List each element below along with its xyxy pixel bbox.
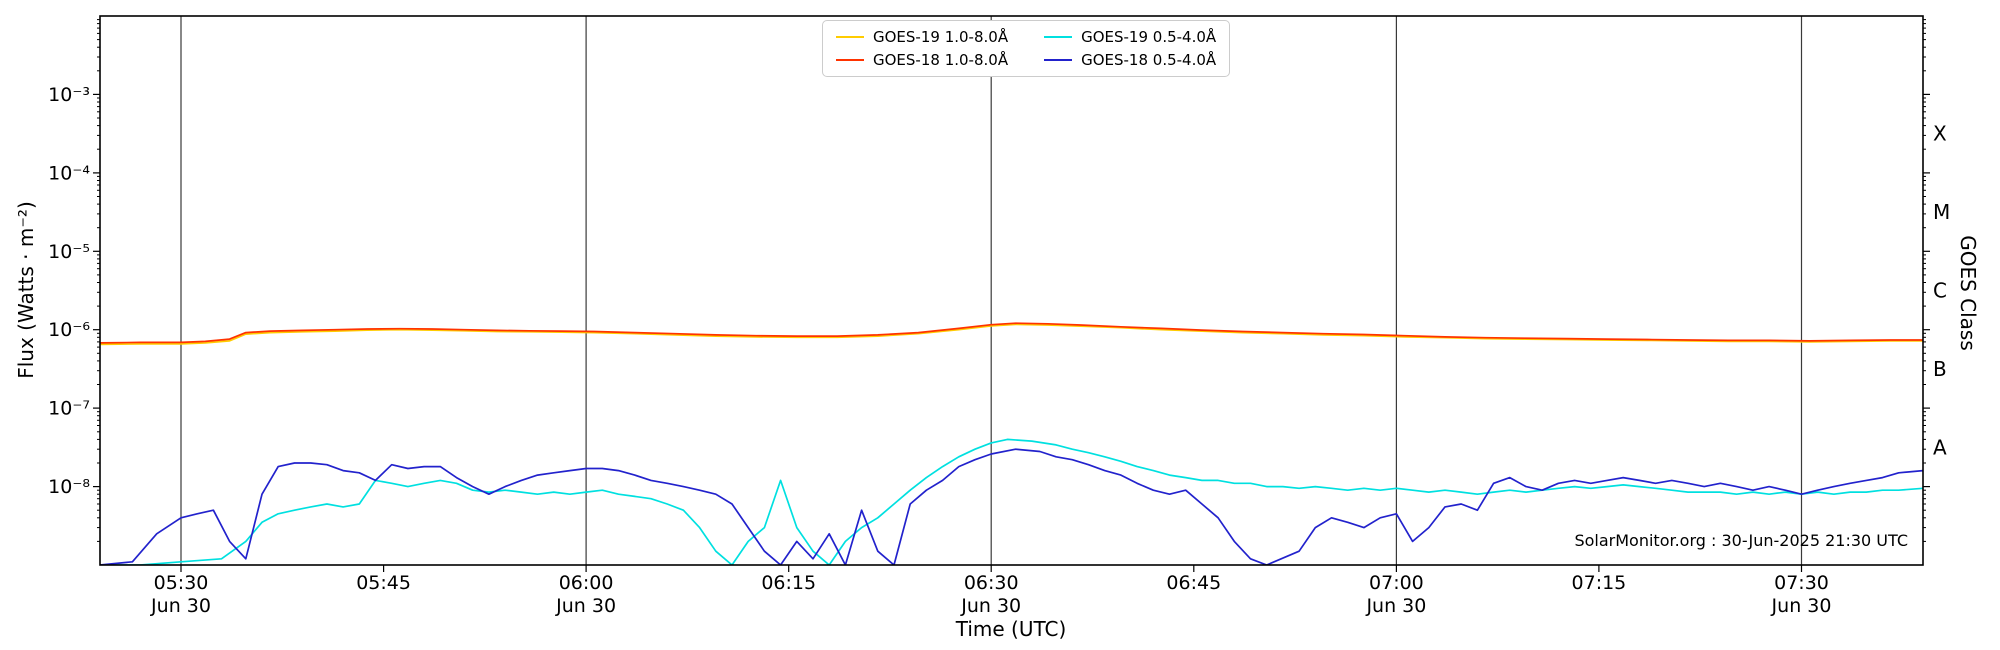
watermark: SolarMonitor.org : 30-Jun-2025 21:30 UTC bbox=[1574, 531, 1908, 550]
legend-item-goes19-short: GOES-19 0.5-4.0Å bbox=[1044, 28, 1216, 46]
goes18-short-line bbox=[100, 448, 1923, 565]
legend-swatch-goes18-short bbox=[1044, 59, 1073, 61]
legend-label: GOES-19 0.5-4.0Å bbox=[1081, 28, 1217, 46]
y-axis-label-left: Flux (Watts · m⁻²) bbox=[14, 201, 38, 379]
legend-swatch-goes19-long bbox=[836, 36, 864, 38]
legend-item-goes18-short: GOES-18 0.5-4.0Å bbox=[1044, 51, 1216, 69]
legend-label: GOES-19 1.0-8.0Å bbox=[873, 28, 1009, 46]
goes-class-letter: A bbox=[1933, 435, 1947, 459]
x-tick-label: 05:45 bbox=[356, 572, 411, 594]
y-axis-label-right: GOES Class bbox=[1956, 235, 1980, 351]
legend-label: GOES-18 0.5-4.0Å bbox=[1081, 51, 1217, 69]
x-tick-label: 06:45 bbox=[1166, 572, 1221, 594]
x-tick-sublabel: Jun 30 bbox=[1365, 595, 1426, 617]
x-tick-label: 06:30 bbox=[964, 572, 1019, 594]
plot-frame bbox=[99, 15, 1924, 566]
y-tick-label: 10⁻⁶ bbox=[48, 319, 90, 341]
goes-class-letter: C bbox=[1933, 279, 1947, 303]
x-tick-label: 06:00 bbox=[559, 572, 614, 594]
goes19-short-line bbox=[100, 438, 1923, 565]
goes-class-letter: B bbox=[1933, 357, 1947, 381]
y-tick-label: 10⁻⁸ bbox=[48, 476, 90, 498]
goes19-long-line bbox=[100, 323, 1923, 346]
x-tick-label: 07:15 bbox=[1572, 572, 1627, 594]
x-tick-sublabel: Jun 30 bbox=[555, 595, 616, 617]
goes-class-letter: X bbox=[1933, 122, 1947, 146]
y-tick-label: 10⁻⁷ bbox=[48, 398, 90, 420]
x-tick-sublabel: Jun 30 bbox=[150, 595, 211, 617]
y-tick-label: 10⁻³ bbox=[48, 84, 90, 106]
legend: GOES-19 1.0-8.0Å GOES-18 1.0-8.0Å GOES-19 … bbox=[822, 20, 1231, 77]
legend-swatch-goes18-long bbox=[836, 59, 864, 61]
x-axis-label: Time (UTC) bbox=[955, 617, 1067, 641]
goes-class-letter: M bbox=[1933, 200, 1950, 224]
y-tick-label: 10⁻⁴ bbox=[48, 162, 90, 184]
x-tick-label: 07:30 bbox=[1774, 572, 1829, 594]
x-tick-label: 07:00 bbox=[1369, 572, 1424, 594]
legend-swatch-goes19-short bbox=[1044, 36, 1073, 38]
x-tick-sublabel: Jun 30 bbox=[960, 595, 1021, 617]
goes18-long-line bbox=[100, 322, 1923, 344]
x-tick-sublabel: Jun 30 bbox=[1771, 595, 1832, 617]
legend-label: GOES-18 1.0-8.0Å bbox=[873, 51, 1009, 69]
y-tick-label: 10⁻⁵ bbox=[48, 241, 90, 263]
x-tick-label: 05:30 bbox=[154, 572, 209, 594]
legend-item-goes18-long: GOES-18 1.0-8.0Å bbox=[836, 51, 1008, 69]
legend-item-goes19-long: GOES-19 1.0-8.0Å bbox=[836, 28, 1008, 46]
x-tick-label: 06:15 bbox=[761, 572, 816, 594]
